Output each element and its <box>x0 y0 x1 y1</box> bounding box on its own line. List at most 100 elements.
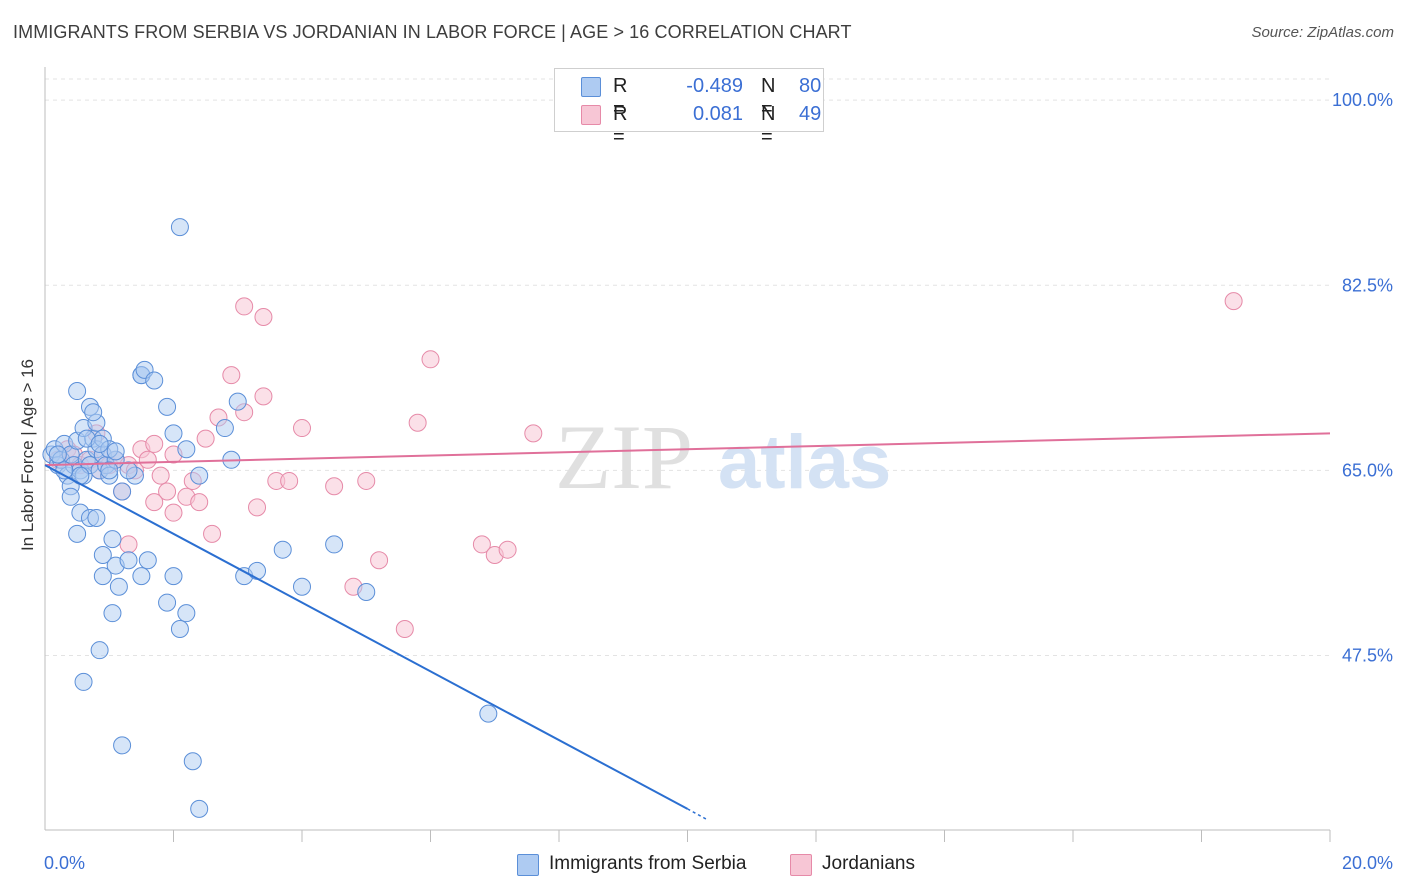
jordan-trend-line <box>44 432 1331 467</box>
serbia-point <box>93 545 112 564</box>
serbia-trend-line <box>44 464 688 810</box>
serbia-point <box>113 736 132 755</box>
source-label: Source: ZipAtlas.com <box>1251 24 1394 41</box>
serbia-point <box>93 567 112 586</box>
jordan-point <box>524 424 543 443</box>
serbia-point <box>113 482 132 501</box>
serbia-point <box>158 593 177 612</box>
legend-r-label: R = <box>613 75 628 120</box>
serbia-point <box>164 567 183 586</box>
serbia-point <box>132 567 151 586</box>
y-tick-label: 100.0% <box>1332 90 1393 110</box>
serbia-point <box>479 704 498 723</box>
serbia-point <box>68 524 87 543</box>
bottom-legend-serbia-label: Immigrants from Serbia <box>549 853 747 874</box>
serbia-point <box>103 604 122 623</box>
serbia-point <box>68 382 87 401</box>
serbia-point <box>183 752 202 771</box>
jordan-point <box>408 413 427 432</box>
chart-title: IMMIGRANTS FROM SERBIA VS JORDANIAN IN L… <box>13 22 852 42</box>
legend-r-value: 0.081 <box>692 103 743 125</box>
serbia-point <box>84 403 103 422</box>
serbia-point <box>90 641 109 660</box>
legend-swatch-serbia <box>581 77 601 97</box>
jordan-point <box>395 620 414 639</box>
serbia-point <box>103 530 122 549</box>
serbia-point <box>248 561 267 580</box>
serbia-point <box>228 392 247 411</box>
jordan-point <box>254 307 273 326</box>
jordan-point <box>203 524 222 543</box>
jordan-point <box>1224 292 1243 311</box>
legend-n-label: N = <box>761 103 776 148</box>
jordan-point <box>196 429 215 448</box>
jordan-point <box>357 471 376 490</box>
serbia-point <box>325 535 344 554</box>
jordan-point <box>145 434 164 453</box>
serbia-point <box>61 487 80 506</box>
serbia-point <box>87 508 106 527</box>
legend-n-label: N = <box>761 75 776 120</box>
jordan-point <box>370 551 389 570</box>
jordan-point <box>222 366 241 385</box>
y-tick-label: 65.0% <box>1342 460 1393 480</box>
bottom-swatch-jordan <box>790 854 812 876</box>
serbia-point <box>273 540 292 559</box>
serbia-point <box>119 551 138 570</box>
serbia-point <box>170 620 189 639</box>
serbia-point <box>100 461 119 480</box>
y-axis-label: In Labor Force | Age > 16 <box>18 358 37 552</box>
x-tick-label-min: 0.0% <box>44 853 85 873</box>
serbia-point <box>145 371 164 390</box>
y-tick-label: 82.5% <box>1342 275 1393 295</box>
serbia-point <box>293 577 311 596</box>
serbia-point <box>177 440 196 459</box>
jordan-point <box>164 503 183 522</box>
legend-swatch-jordan <box>581 105 601 125</box>
watermark-zip: ZIP <box>555 406 693 508</box>
jordan-point <box>190 493 209 512</box>
jordan-point <box>145 493 164 512</box>
serbia-points <box>42 218 498 818</box>
serbia-point <box>109 577 128 596</box>
watermark-layer: ZIP atlas <box>555 406 891 508</box>
serbia-point <box>215 419 234 438</box>
jordan-point <box>119 535 138 554</box>
serbia-point <box>170 218 189 237</box>
serbia-point <box>119 461 138 480</box>
jordan-point <box>293 419 311 438</box>
jordan-point <box>421 350 440 369</box>
jordan-point <box>248 498 267 517</box>
serbia-point <box>357 583 376 602</box>
serbia-point <box>164 424 183 443</box>
serbia-point <box>138 551 157 570</box>
serbia-point <box>177 604 196 623</box>
jordan-point <box>472 535 491 554</box>
x-tick-label-max: 20.0% <box>1342 853 1393 873</box>
watermark-atlas: atlas <box>718 420 891 505</box>
serbia-point <box>158 397 177 416</box>
jordan-point <box>498 540 517 559</box>
jordan-point <box>138 450 157 469</box>
jordan-point <box>325 477 344 496</box>
serbia-point <box>90 434 109 453</box>
jordan-point <box>280 471 299 490</box>
serbia-trend-extension <box>687 808 708 821</box>
jordan-point <box>158 482 177 501</box>
serbia-point <box>74 672 93 691</box>
jordan-point <box>151 466 170 485</box>
serbia-point <box>48 445 67 464</box>
trend-layer <box>44 432 1331 821</box>
legend-r-label: R = <box>613 103 628 148</box>
serbia-point <box>106 442 125 461</box>
legend-n-value: 80 <box>799 75 822 97</box>
legend-n-value: 49 <box>799 103 822 125</box>
bottom-legend-jordan-label: Jordanians <box>822 853 915 874</box>
y-tick-label: 47.5% <box>1342 645 1393 665</box>
legend-r-value: -0.489 <box>686 75 743 97</box>
serbia-point <box>190 466 209 485</box>
jordan-point <box>254 387 273 406</box>
serbia-point <box>190 799 209 818</box>
tick-labels: 47.5% 65.0% 82.5% 100.0% 0.0% 20.0% <box>44 90 1393 873</box>
